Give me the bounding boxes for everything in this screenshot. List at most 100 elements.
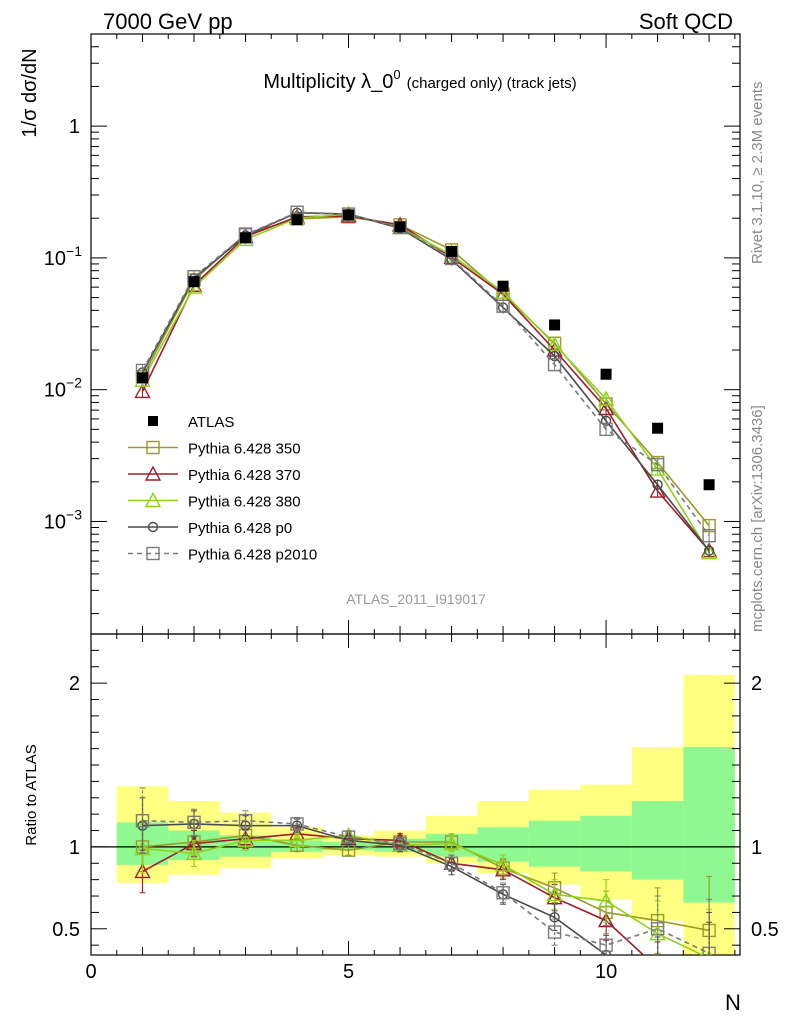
legend-label-data: ATLAS <box>188 414 234 431</box>
ratio-series-group <box>134 787 716 977</box>
series-point <box>649 482 666 498</box>
ratio-point <box>702 964 716 977</box>
legend-marker-4 <box>146 546 160 561</box>
ratio-point <box>599 938 613 952</box>
ratio-point <box>549 912 560 923</box>
mcplots-reference-label: mcplots.cern.ch [arXiv:1306.3436] <box>749 405 766 632</box>
ratio-point <box>650 922 665 936</box>
data-point <box>600 368 612 380</box>
data-points <box>137 209 715 491</box>
legend-marker-3 <box>147 521 159 533</box>
data-point <box>652 422 664 434</box>
series-line <box>141 213 710 554</box>
legend-marker-data <box>148 416 158 426</box>
ratio-point <box>494 856 512 872</box>
header-process-label: Soft QCD <box>639 9 733 34</box>
series-point <box>700 544 718 560</box>
ratio-point <box>547 925 562 939</box>
ratio-y-tick-label: 1 <box>69 837 80 859</box>
series-point <box>134 382 151 399</box>
ratio-point <box>238 814 253 828</box>
ratio-point <box>702 946 716 955</box>
data-point <box>291 214 303 226</box>
ratio-point <box>597 912 615 928</box>
data-point <box>549 319 561 331</box>
series-line <box>141 211 710 537</box>
legend-label-3: Pythia 6.428 p0 <box>188 520 292 537</box>
x-axis-title: N <box>725 990 741 1015</box>
header-energy-label: 7000 GeV pp <box>103 9 233 34</box>
ratio-point <box>597 892 615 908</box>
ratio-frame <box>90 633 741 956</box>
ratio-point <box>341 830 356 844</box>
series-point <box>650 457 665 472</box>
series-point <box>597 390 615 406</box>
ratio-series-4 <box>135 787 716 955</box>
y-tick-label: 10−3 <box>44 506 82 533</box>
chart-title-superscript: 0 <box>393 67 400 82</box>
ratio-point <box>444 856 459 870</box>
ratio-point <box>134 840 151 856</box>
chart-title: Multiplicity λ_00 (charged only) (track j… <box>263 67 576 93</box>
main-series-group <box>134 205 718 560</box>
ratio-bands <box>116 674 735 955</box>
inner-band-10 <box>631 801 684 880</box>
series-point <box>496 299 510 313</box>
legend-marker-1 <box>144 465 162 481</box>
series-point <box>703 545 715 556</box>
ratio-point <box>134 862 151 879</box>
series-point <box>649 460 666 476</box>
inner-band-8 <box>528 820 581 867</box>
ratio-y-tick-label: 0.5 <box>52 919 80 941</box>
series-point <box>546 336 563 352</box>
x-tick-label: 5 <box>343 961 354 983</box>
ratio-line <box>142 823 613 955</box>
series-point <box>597 400 615 416</box>
ratio-point <box>135 814 150 828</box>
rivet-version-label: Rivet 3.1.10, ≥ 2.3M events <box>749 82 766 265</box>
analysis-tag: ATLAS_2011_I919017 <box>346 591 486 607</box>
x-tick-label: 10 <box>595 961 617 983</box>
legend-label-1: Pythia 6.428 370 <box>188 467 301 484</box>
ratio-point <box>290 817 304 831</box>
ratio-point <box>237 831 254 848</box>
data-point <box>343 209 355 221</box>
main-frame <box>90 33 741 635</box>
ratio-line <box>142 833 645 955</box>
ratio-point <box>546 885 563 902</box>
ratio-y-tick-label-right: 1 <box>751 837 762 859</box>
ratio-y-tick-label-right: 0.5 <box>751 919 779 941</box>
series-point <box>702 528 716 543</box>
legend-label-4: Pythia 6.428 p2010 <box>188 547 317 564</box>
ratio-point <box>187 815 201 830</box>
y-tick-label: 10−2 <box>44 375 82 402</box>
data-point <box>188 276 200 288</box>
main-y-axis-title: 1/σ dσ/dN <box>19 48 41 137</box>
data-point <box>394 221 406 233</box>
legend-marker-0 <box>146 440 160 455</box>
data-point <box>240 232 252 244</box>
ratio-y-tick-label-right: 2 <box>751 673 762 695</box>
inner-band-9 <box>580 815 632 872</box>
ratio-line <box>142 834 705 955</box>
ratio-point <box>494 861 512 877</box>
legend-label-0: Pythia 6.428 350 <box>188 441 301 458</box>
legend-label-2: Pythia 6.428 380 <box>188 494 301 511</box>
ratio-line <box>142 819 710 955</box>
ratio-point <box>185 844 203 861</box>
data-point <box>137 372 149 384</box>
ratio-y-tick-label: 2 <box>69 673 80 695</box>
ratio-point <box>288 831 306 848</box>
data-point <box>703 479 715 491</box>
y-tick-label: 10−1 <box>44 243 82 270</box>
series-point <box>652 479 663 490</box>
legend: ATLAS Pythia 6.428 350 Pythia 6.428 370 Pyt… <box>128 414 317 564</box>
ratio-point <box>496 886 510 900</box>
ratio-point <box>653 957 662 966</box>
data-point <box>446 245 458 257</box>
ratio-point <box>393 836 407 851</box>
ratio-plot: 0 5 10 2 2 1 1 0.5 0.5 <box>52 633 779 983</box>
ratio-y-axis-title: Ratio to ATLAS <box>23 744 40 845</box>
y-tick-label: 1 <box>69 116 80 138</box>
